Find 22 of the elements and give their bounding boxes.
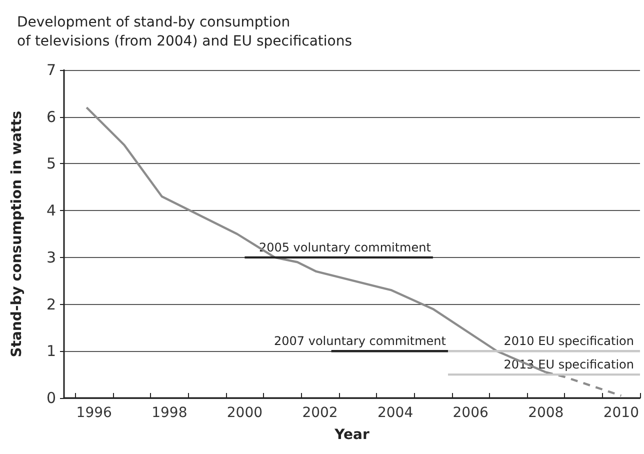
x-tick-label: 2008 [528,405,564,421]
x-tick-label: 2006 [452,405,488,421]
x-tick-label: 1996 [76,405,112,421]
y-tick-label: 6 [46,108,56,126]
x-axis-title: Year [334,427,370,443]
series-label: 2010 EU specification [504,334,634,348]
y-tick-label: 0 [46,389,56,407]
chart-title: Development of stand-by consumption of televisions (from 2004) and EU specifications [17,14,352,50]
y-tick-label: 2 [46,295,56,314]
series-label: 2005 voluntary commitment [258,240,432,254]
y-tick-label: 3 [46,248,56,266]
y-axis-title: Stand-by consumption in watts [9,110,25,358]
y-tick-label: 7 [46,61,56,79]
x-tick-label: 1998 [152,405,188,421]
y-tick-label: 4 [46,202,56,220]
y-tick-label: 1 [46,342,56,360]
series-label: 2007 voluntary commitment [274,334,446,348]
y-tick-label: 5 [46,154,56,173]
x-tick-label: 2010 [603,405,639,421]
x-tick-label: 2004 [377,405,414,421]
x-tick-label: 2002 [302,405,338,421]
x-tick-label: 2000 [226,405,263,421]
